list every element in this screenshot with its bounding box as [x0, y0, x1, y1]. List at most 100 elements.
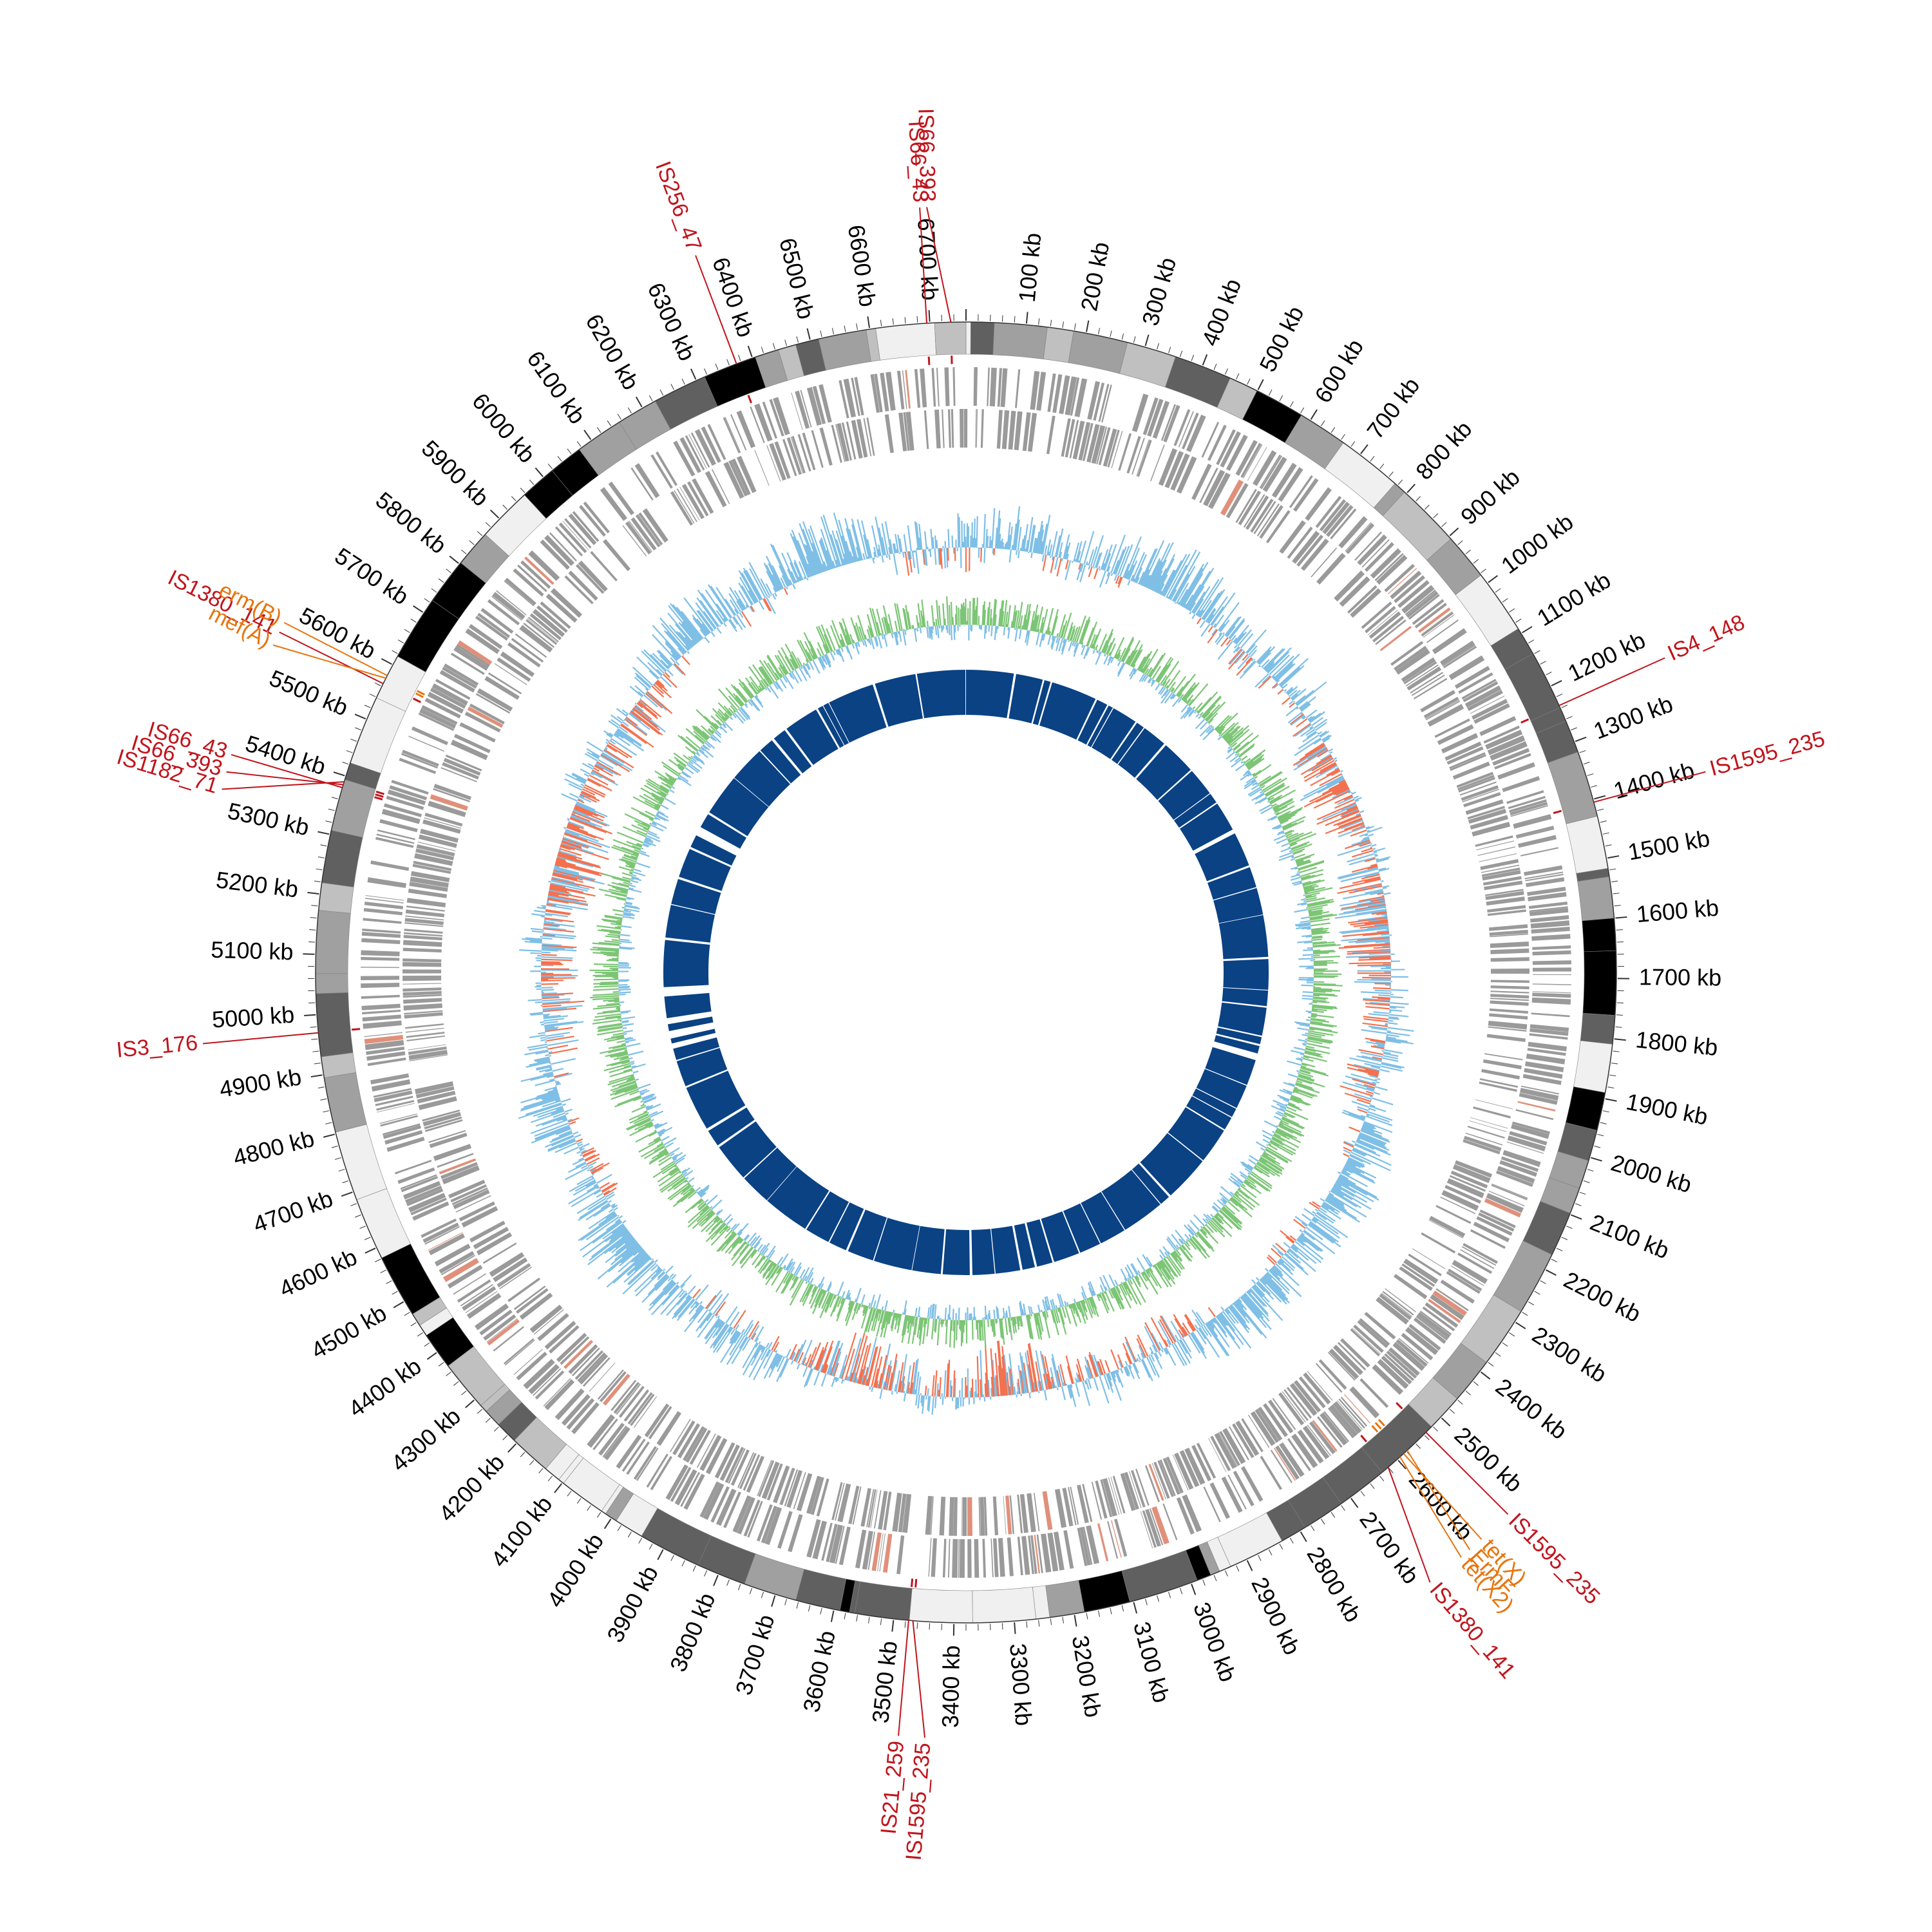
gc-bar — [1309, 782, 1347, 803]
gene-feature — [1531, 1012, 1570, 1018]
coverage-bar — [1229, 1198, 1253, 1218]
gc-bar — [791, 529, 811, 578]
gene-feature — [1470, 1229, 1506, 1249]
coverage-bar — [1223, 733, 1230, 739]
coverage-bar — [1303, 887, 1315, 891]
coverage-bar — [1273, 1134, 1285, 1142]
gc-bar — [553, 871, 605, 885]
scale-tick — [1561, 1236, 1568, 1240]
coverage-bar — [1185, 700, 1188, 703]
coverage-bar — [990, 618, 993, 626]
gc-bar — [1376, 912, 1387, 916]
gene-feature — [1492, 1183, 1528, 1199]
gene-feature — [625, 521, 652, 554]
gene-feature — [1279, 1442, 1305, 1477]
coverage-bar — [1043, 1311, 1051, 1339]
gc-bar — [1358, 916, 1388, 922]
gc-bar — [605, 1191, 614, 1198]
gc-bar — [531, 1126, 571, 1144]
gc-bar — [1061, 558, 1063, 562]
gc-bar — [549, 1078, 555, 1081]
gc-bar — [582, 1225, 625, 1258]
coverage-bar — [884, 1300, 889, 1311]
gc-bar — [1374, 989, 1391, 992]
gc-bar — [598, 759, 614, 770]
coverage-bar — [1061, 1306, 1066, 1318]
gc-bar — [649, 688, 651, 690]
gc-bar — [609, 732, 614, 737]
gene-feature — [838, 380, 849, 419]
coverage-bar — [1235, 757, 1240, 762]
coverage-bar — [1099, 1293, 1109, 1314]
coverage-bar — [894, 1313, 899, 1330]
coverage-bar — [952, 1309, 954, 1320]
gene-feature — [1463, 1243, 1498, 1264]
gc-bar — [1295, 745, 1327, 766]
gc-bar — [795, 1340, 807, 1363]
gene-feature — [966, 409, 968, 448]
gc-bar — [1320, 761, 1336, 772]
scale-tick — [1300, 407, 1305, 413]
scale-tick — [1268, 1549, 1273, 1556]
gc-bar — [715, 610, 726, 623]
coverage-bar — [1034, 1313, 1039, 1326]
coverage-bar — [1251, 784, 1260, 790]
gene-feature — [554, 1388, 585, 1421]
gene-feature — [732, 1495, 752, 1533]
gc-bar — [1312, 1201, 1321, 1208]
scale-tick — [1379, 1475, 1385, 1481]
gc-bar — [1158, 1341, 1164, 1350]
gc-bar — [712, 1321, 724, 1339]
gc-bar — [761, 1346, 765, 1352]
gc-bar — [543, 1071, 553, 1075]
coverage-bar — [1305, 1045, 1315, 1049]
gene-feature — [1511, 1121, 1550, 1135]
coverage-bar — [1072, 627, 1079, 642]
coverage-bar — [1228, 1178, 1240, 1188]
gc-bar — [1388, 1014, 1409, 1018]
coverage-bar — [1186, 694, 1194, 704]
coverage-bar — [1272, 1130, 1275, 1133]
gene-feature — [1531, 934, 1571, 941]
gc-bar — [901, 1376, 905, 1393]
gene-feature — [1307, 1370, 1333, 1401]
coverage-bar — [1155, 1264, 1157, 1265]
gene-feature — [1532, 967, 1571, 972]
gene-feature — [1203, 1486, 1221, 1522]
gene-feature — [1530, 1024, 1569, 1032]
tick-label: 5100 kb — [211, 936, 294, 965]
gene-feature — [1329, 1404, 1358, 1437]
gene-feature — [561, 1394, 591, 1426]
coverage-bar — [1309, 913, 1333, 919]
gc-bar — [571, 814, 603, 828]
gc-bar — [844, 1349, 855, 1381]
gene-feature — [838, 1526, 851, 1566]
scale-tick — [670, 1555, 674, 1561]
gene-feature — [1178, 411, 1194, 448]
gc-bar — [708, 1309, 710, 1311]
coverage-bar — [1086, 1298, 1094, 1314]
gc-bar — [603, 1189, 610, 1195]
gc-bar — [894, 1384, 897, 1392]
gc-bar — [1181, 562, 1209, 607]
gc-bar — [1363, 998, 1390, 1001]
gene-feature — [544, 535, 574, 566]
coverage-bar — [979, 1320, 982, 1341]
gc-bar — [1238, 1298, 1242, 1303]
gc-bar — [588, 1166, 594, 1170]
gene-feature — [515, 633, 547, 658]
coverage-bar — [1187, 706, 1191, 710]
coverage-bar — [1285, 1104, 1288, 1106]
gene-feature — [743, 1499, 761, 1537]
coverage-bar — [1000, 600, 1005, 627]
gc-bar — [611, 1203, 616, 1208]
gc-bar — [1088, 1352, 1098, 1378]
gc-bar — [1321, 1203, 1339, 1215]
gc-bar — [1276, 679, 1280, 683]
gene-feature — [1488, 1190, 1525, 1207]
gc-bar — [1005, 541, 1008, 550]
gene-feature — [1291, 1434, 1318, 1468]
coverage-bar — [1303, 886, 1305, 887]
gc-bar — [530, 1119, 568, 1134]
gene-feature — [1472, 822, 1511, 837]
